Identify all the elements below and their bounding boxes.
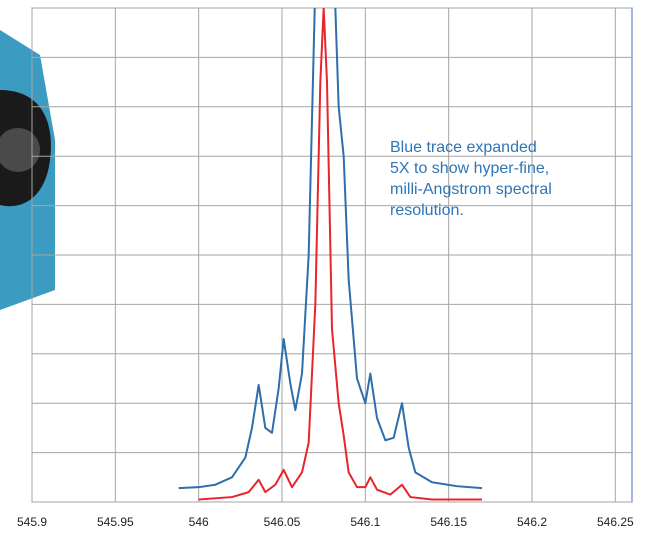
x-tick-label: 545.9 bbox=[17, 515, 47, 529]
x-tick-label: 546.05 bbox=[264, 515, 301, 529]
x-tick-label: 546.15 bbox=[430, 515, 467, 529]
instrument-photo bbox=[0, 30, 55, 310]
x-tick-label: 546.1 bbox=[350, 515, 380, 529]
annotation-line: 5X to show hyper-fine, bbox=[390, 160, 549, 177]
series-line bbox=[198, 8, 482, 501]
x-tick-label: 546.25 bbox=[597, 515, 634, 529]
annotation-line: milli-Angstrom spectral bbox=[390, 181, 552, 198]
x-tick-label: 545.95 bbox=[97, 515, 134, 529]
series-line bbox=[178, 8, 483, 490]
annotation-line: resolution. bbox=[390, 202, 464, 219]
annotation-line: Blue trace expanded bbox=[390, 139, 537, 156]
x-tick-label: 546 bbox=[189, 515, 209, 529]
x-tick-label: 546.2 bbox=[517, 515, 547, 529]
